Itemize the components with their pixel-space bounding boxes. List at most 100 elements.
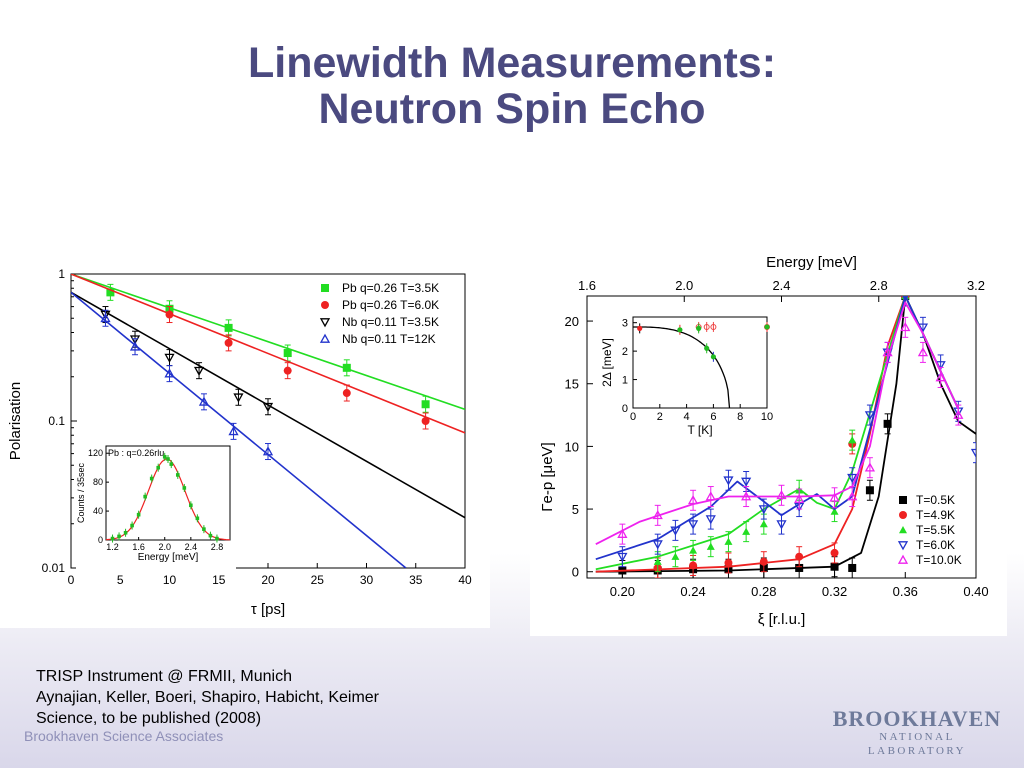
data-point — [794, 493, 805, 503]
inset-data-point — [117, 534, 121, 539]
data-point — [900, 321, 911, 332]
title-line-2: Neutron Spin Echo — [318, 85, 706, 133]
data-point — [617, 528, 628, 538]
inset-label: Pb : q=0.26rlu — [108, 448, 164, 458]
inset-data-point — [143, 494, 147, 499]
x-tick-label: 0.28 — [751, 584, 776, 599]
data-point — [670, 526, 681, 536]
data-point — [262, 402, 274, 413]
data-point — [224, 338, 233, 347]
title-line-1: Linewidth Measurements: — [247, 39, 777, 87]
data-point — [759, 557, 768, 566]
x-tick-label: 5 — [117, 573, 124, 587]
x-tick-label: 20 — [261, 573, 275, 587]
data-point — [970, 448, 976, 459]
slide-title: Linewidth Measurements: Neutron Spin Ech… — [0, 40, 1024, 132]
data-point — [705, 491, 716, 501]
legend-marker — [319, 333, 331, 343]
inset-data-point — [123, 530, 128, 535]
data-point — [864, 411, 876, 421]
inset-data-point — [215, 536, 219, 541]
x-tick-label: 0 — [68, 573, 75, 587]
x-axis-label: τ [ps] — [251, 601, 285, 618]
y-tick-label: 0 — [572, 565, 579, 580]
legend-marker — [899, 511, 907, 519]
inset-data-point — [764, 324, 770, 330]
legend-label: Pb q=0.26 T=6.0K — [342, 298, 439, 312]
legend-marker — [321, 284, 329, 292]
data-point — [724, 558, 733, 567]
data-point — [706, 542, 715, 550]
data-point — [129, 341, 141, 351]
data-point — [652, 540, 663, 550]
inset-data-point — [110, 536, 115, 541]
inset-open-point — [710, 323, 717, 330]
legend-marker — [321, 301, 329, 309]
legend-marker — [897, 541, 909, 551]
x-tick-label: 30 — [360, 573, 374, 587]
data-point — [671, 552, 680, 560]
logo-sub-text: NATIONAL LABORATORY — [867, 731, 967, 757]
inset-y-label: Counts / 35sec — [76, 462, 86, 523]
data-point — [100, 312, 111, 323]
data-point — [724, 537, 733, 545]
inset-x-tick-label: 2.0 — [158, 542, 171, 552]
fit-line — [71, 274, 465, 411]
polarisation-chart: 0 5 10 15 20 25 30 35 40 1 0.1 0.01 τ [ps] Polarisati… — [7, 267, 472, 618]
y-tick-label: 0.01 — [42, 561, 66, 575]
data-point — [687, 494, 699, 505]
data-point — [283, 349, 292, 358]
data-point — [129, 335, 141, 345]
inset-y-label: 2Δ [meV] — [600, 338, 614, 387]
y-tick-label: 0.1 — [48, 414, 65, 428]
data-point — [776, 489, 787, 500]
inset-data-point — [156, 465, 161, 470]
data-point — [106, 288, 115, 297]
inset-frame — [632, 316, 768, 409]
y-tick-label: 10 — [565, 439, 579, 454]
data-point — [723, 476, 734, 486]
fit-line — [71, 291, 407, 568]
y-tick-label: 1 — [58, 267, 65, 281]
data-point — [882, 347, 893, 357]
caption-journal: Science, to be published (2008) — [36, 710, 262, 727]
x-tick-label: 15 — [212, 573, 226, 587]
data-point — [917, 323, 929, 333]
x-tick-label: 0.36 — [893, 584, 918, 599]
data-point — [883, 419, 892, 428]
x-tick-label: 10 — [163, 573, 177, 587]
data-point — [342, 389, 351, 398]
data-point — [164, 353, 175, 363]
inset-data-point — [149, 476, 154, 481]
inset-data-point — [136, 512, 141, 517]
data-point — [848, 563, 857, 572]
x-tick-label: 0.40 — [963, 584, 988, 599]
inset-x-tick-label: 6 — [710, 411, 716, 423]
legend-label: T=4.9K — [916, 508, 955, 522]
data-point — [902, 296, 909, 302]
x-tick-label: 0.32 — [822, 584, 847, 599]
series-0 — [71, 274, 465, 413]
inset-x-label: Energy [meV] — [138, 552, 199, 563]
top-tick-label: 2.4 — [772, 278, 790, 293]
data-point — [421, 417, 430, 425]
y-axis-label: Polarisation — [7, 382, 24, 460]
data-point — [830, 562, 839, 571]
inset-data-point — [169, 462, 174, 466]
inset-data-point — [195, 516, 200, 521]
inset-bg — [603, 307, 777, 438]
brookhaven-logo: BROOKHAVEN NATIONAL LABORATORY — [832, 708, 1002, 758]
data-point — [283, 366, 292, 375]
inset-x-tick-label: 8 — [737, 411, 743, 423]
x-tick-label: 35 — [409, 573, 423, 587]
linewidth-chart-panel: 0.20 0.24 0.28 0.32 0.36 0.40 0 5 10 15 20 1.6 2.0 2.… — [530, 238, 1007, 636]
inset-data-point — [696, 325, 702, 331]
inset: 0 2 4 6 8 10 0 1 2 3 T [K] 2Δ [meV] — [600, 307, 777, 438]
top-axis-label: Energy [meV] — [766, 254, 857, 271]
y-tick-label: 15 — [565, 377, 579, 392]
data-point — [224, 323, 233, 332]
x-tick-label: 25 — [311, 573, 325, 587]
legend-label: Pb q=0.26 T=3.5K — [342, 281, 439, 295]
inset-y-tick-label: 0 — [622, 403, 628, 415]
legend-marker — [899, 496, 907, 504]
